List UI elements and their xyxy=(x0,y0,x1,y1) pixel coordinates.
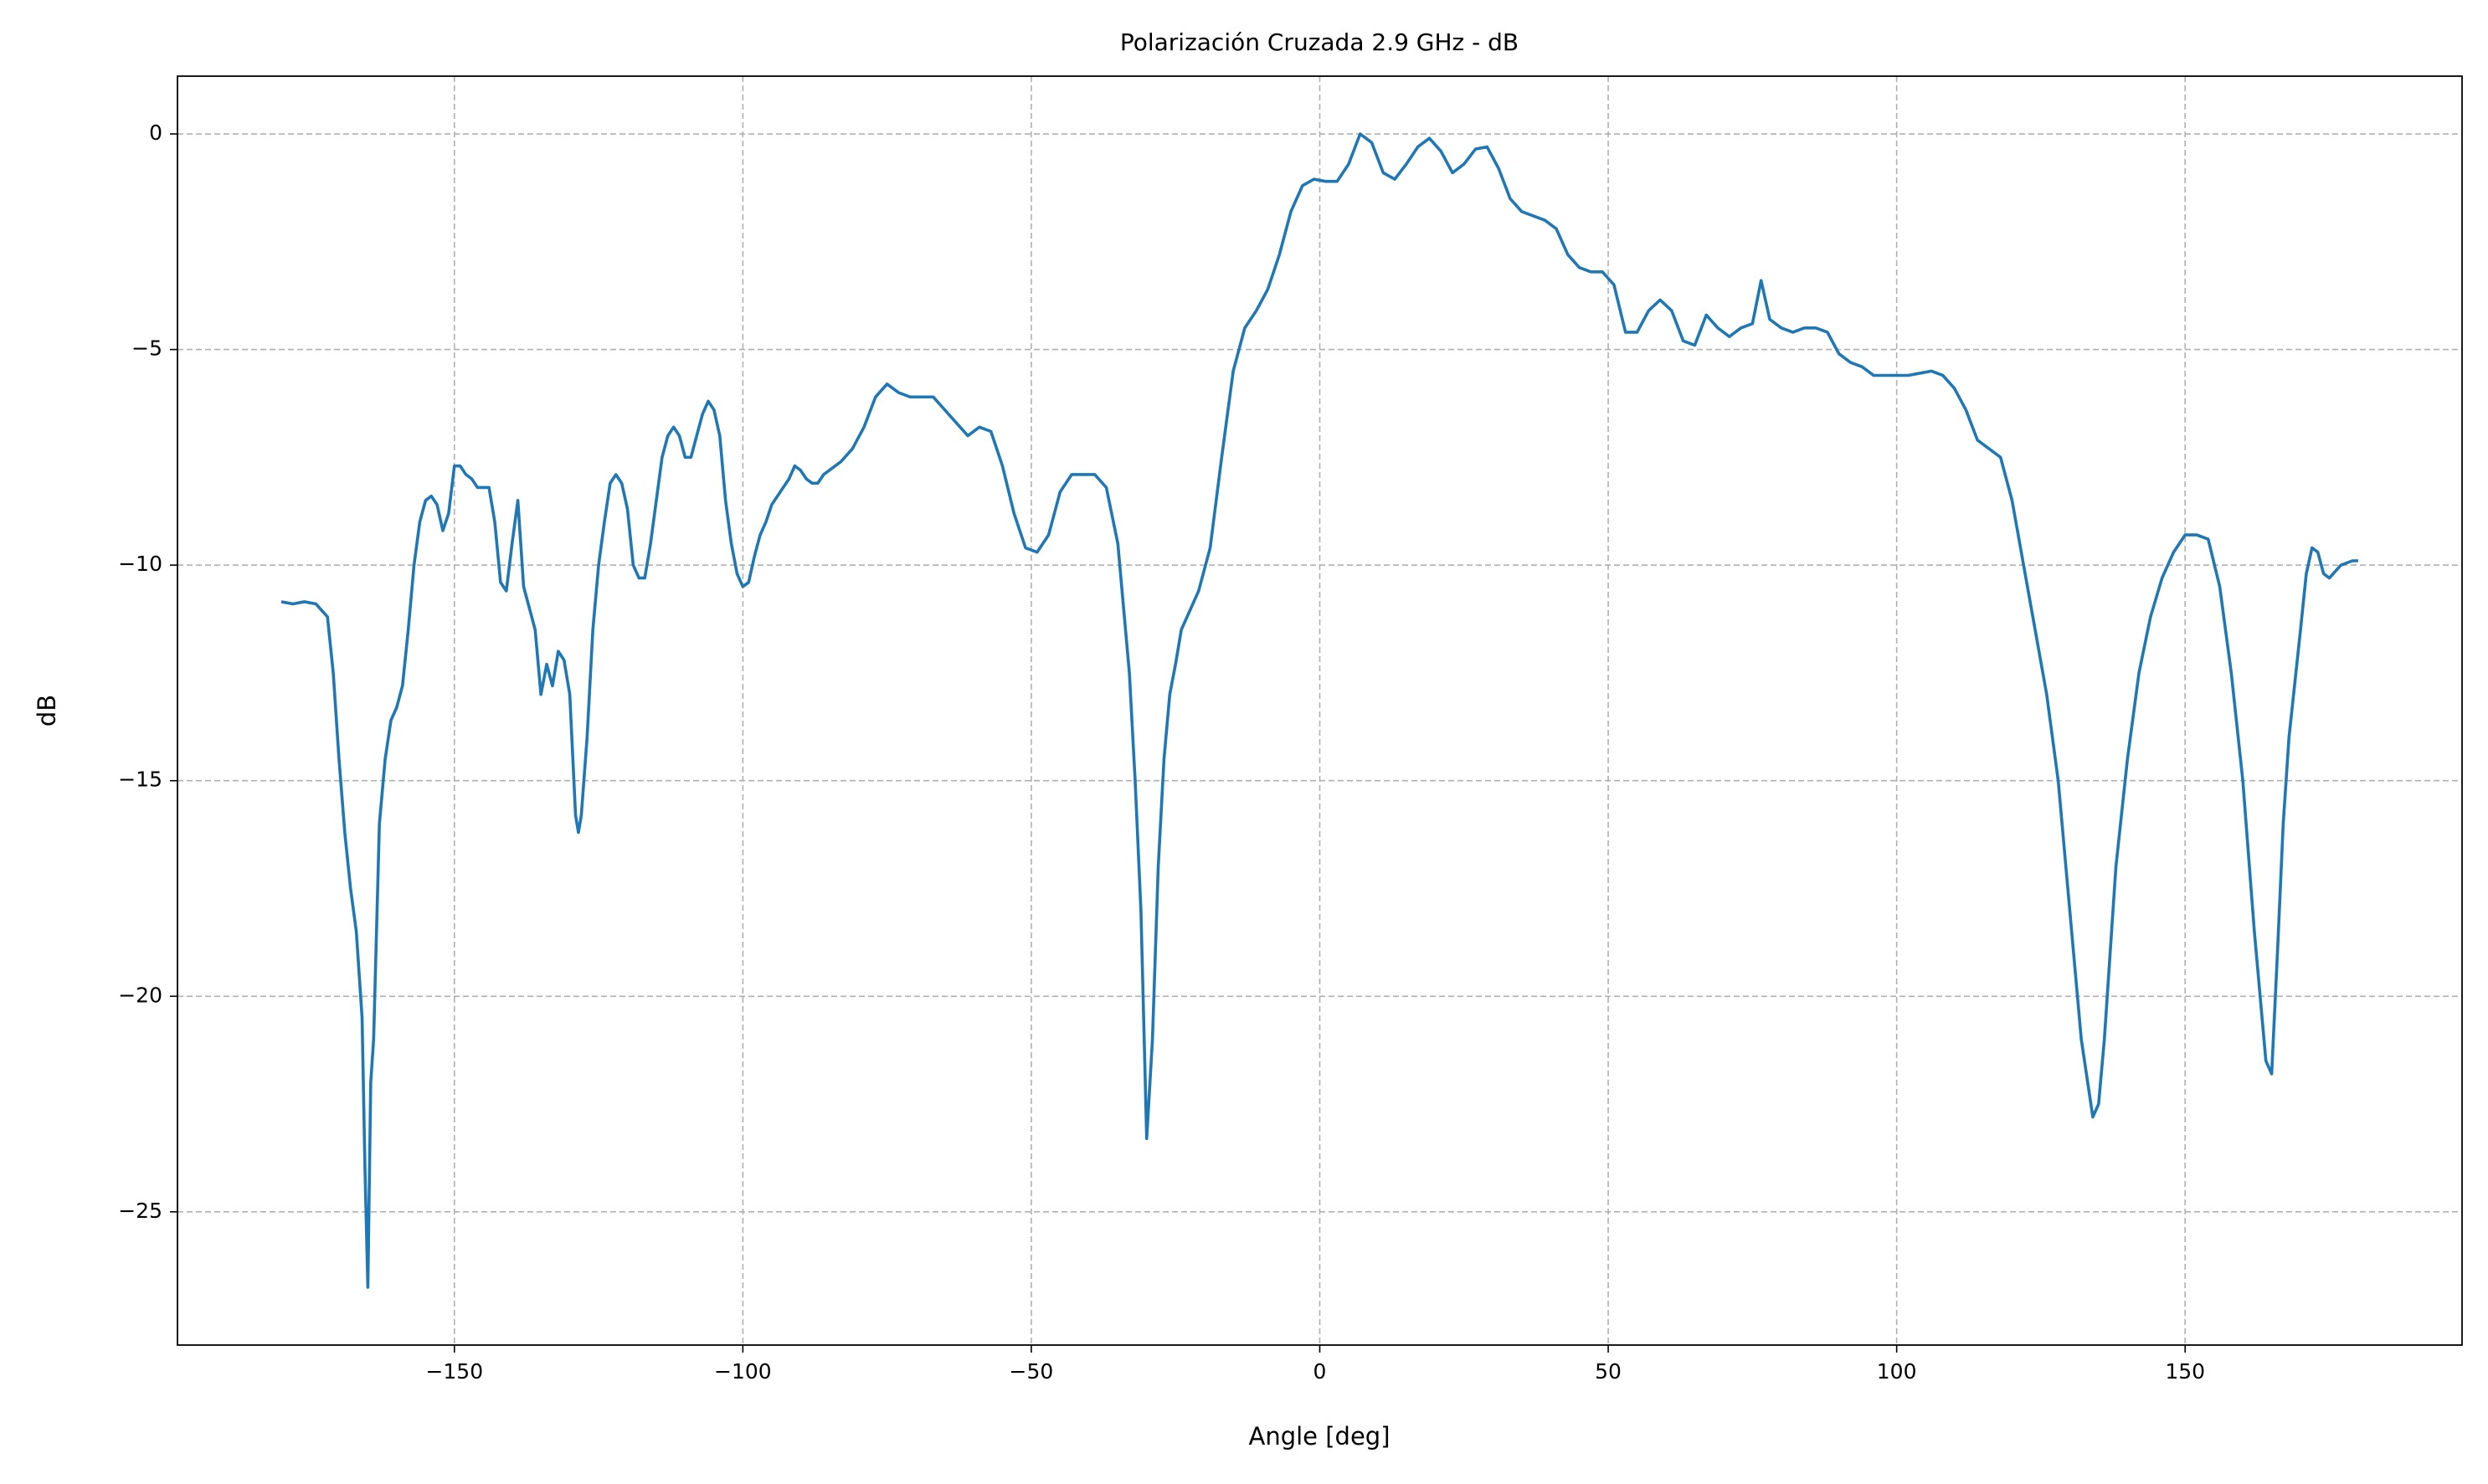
y-tick-label: −5 xyxy=(131,336,162,361)
data-line xyxy=(280,132,2358,1289)
x-tick-label: −100 xyxy=(714,1359,772,1384)
y-tick-label: −10 xyxy=(118,552,162,576)
x-tick-label: 50 xyxy=(1595,1359,1622,1384)
x-tick-label: −50 xyxy=(1010,1359,1054,1384)
x-tick-label: 100 xyxy=(1877,1359,1917,1384)
y-axis-label: dB xyxy=(33,695,61,727)
y-tick-label: −25 xyxy=(118,1199,162,1223)
x-tick-label: 0 xyxy=(1313,1359,1327,1384)
y-tick-label: −15 xyxy=(118,768,162,792)
x-tick-label: 150 xyxy=(2165,1359,2205,1384)
plot-frame xyxy=(177,75,2463,1346)
x-tick-label: −150 xyxy=(425,1359,483,1384)
y-tick-label: −20 xyxy=(118,983,162,1007)
y-tick-label: 0 xyxy=(149,121,162,145)
chart-title: Polarización Cruzada 2.9 GHz - dB xyxy=(1120,28,1519,56)
x-axis-label: Angle [deg] xyxy=(1248,1422,1390,1451)
